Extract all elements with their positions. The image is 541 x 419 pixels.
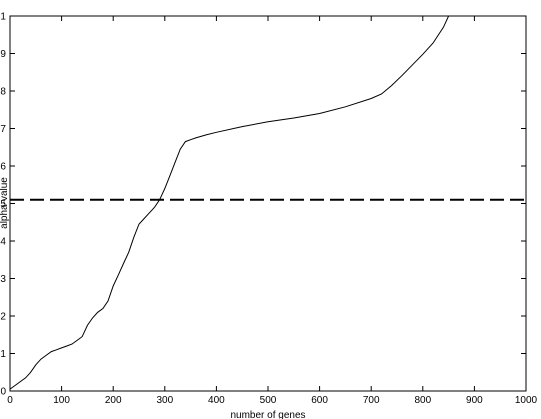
x-tick-label: 0 <box>7 395 13 406</box>
y-tick-label: 0.01 <box>0 349 6 360</box>
y-tick-label: 0.04 <box>0 237 6 248</box>
y-tick-label: 0.03 <box>0 274 6 285</box>
x-tick-label: 100 <box>53 395 70 406</box>
x-tick-label: 700 <box>363 395 380 406</box>
y-tick-label: 0.1 <box>0 12 6 23</box>
plot-area <box>9 15 527 392</box>
y-axis-ticks: 0 0.01 0.02 0.03 0.04 0.05 0.06 0.07 0.08 0.09 0.1 <box>0 12 526 398</box>
series-layer <box>9 15 526 390</box>
x-tick-label: 900 <box>466 395 483 406</box>
x-tick-label: 500 <box>260 395 277 406</box>
y-tick-label: 0.05 <box>0 199 6 210</box>
x-tick-label: 200 <box>105 395 122 406</box>
x-tick-label: 800 <box>414 395 431 406</box>
y-tick-label: 0 <box>0 387 6 398</box>
x-axis-title: number of genes <box>230 410 305 419</box>
y-tick-label: 0.06 <box>0 162 6 173</box>
y-tick-label: 0.08 <box>0 87 6 98</box>
y-tick-label: 0.09 <box>0 49 6 60</box>
y-axis-title: alpha-value <box>0 177 10 229</box>
y-tick-label: 0.07 <box>0 124 6 135</box>
x-axis-ticks: 0 100 200 300 400 500 600 700 800 900 1000 <box>7 16 538 406</box>
alpha-curve-line <box>9 15 450 390</box>
x-tick-label: 400 <box>208 395 225 406</box>
x-tick-label: 300 <box>156 395 173 406</box>
x-tick-label: 1000 <box>515 395 538 406</box>
x-tick-label: 600 <box>311 395 328 406</box>
y-tick-label: 0.02 <box>0 312 6 323</box>
